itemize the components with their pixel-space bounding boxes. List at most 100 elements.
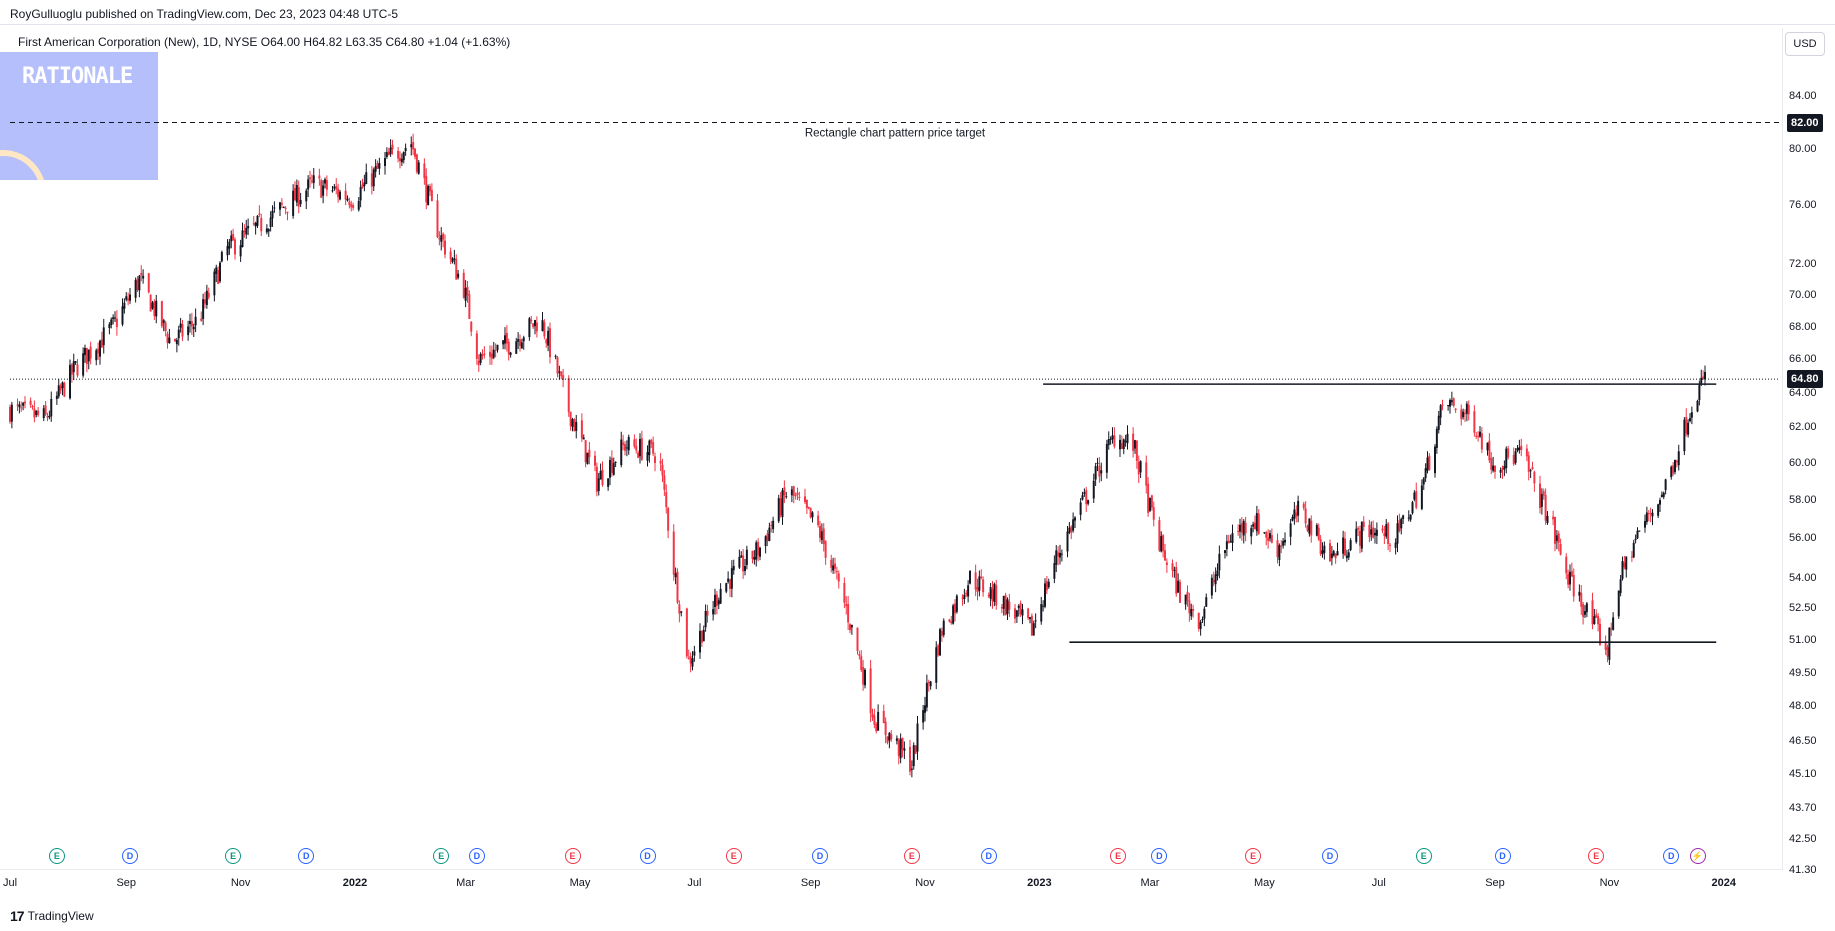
time-axis[interactable]: Jul Sep Nov 2022 Mar May Jul Sep Nov 2023 Mar May Ju… — [0, 872, 1783, 896]
tradingview-footer[interactable]: 17 TradingView — [10, 908, 94, 924]
dividend-event-icon[interactable]: D — [639, 848, 656, 864]
dividend-event-icon[interactable]: D — [1151, 848, 1168, 864]
candle-body — [1525, 448, 1528, 457]
candle-body — [42, 408, 45, 419]
candle-body — [738, 556, 741, 568]
candle-body — [860, 656, 863, 671]
earnings-event-icon[interactable]: E — [225, 848, 242, 864]
candle-body — [82, 353, 85, 376]
candle-body — [189, 321, 191, 325]
candle-body — [258, 213, 261, 215]
candle-body — [770, 524, 773, 527]
candle-body — [835, 571, 838, 573]
candle-body — [1006, 599, 1009, 614]
candle-body — [1269, 533, 1271, 539]
earnings-event-icon[interactable]: E — [564, 848, 581, 864]
candle-body — [654, 456, 656, 463]
candle-body — [1329, 543, 1331, 562]
earnings-event-icon[interactable]: E — [1588, 848, 1605, 864]
candle-body — [273, 207, 276, 209]
candle-body — [175, 339, 178, 345]
dividend-event-icon[interactable]: D — [1494, 848, 1511, 864]
candle-body — [1134, 440, 1136, 449]
candle-body — [1659, 500, 1661, 505]
candle-body — [549, 328, 551, 358]
candle-body — [937, 645, 940, 656]
candle-body — [414, 148, 416, 157]
candle-body — [1582, 604, 1585, 617]
candle-body — [884, 721, 887, 736]
candle-body — [1250, 528, 1253, 537]
candle-body — [361, 184, 364, 188]
earnings-event-icon[interactable]: E — [903, 848, 920, 864]
candle-body — [1638, 530, 1641, 532]
candle-body — [1164, 550, 1166, 561]
earnings-event-icon[interactable]: E — [48, 848, 65, 864]
candle-body — [59, 386, 62, 391]
candle-body — [489, 351, 491, 357]
candle-body — [1396, 523, 1399, 544]
candle-body — [717, 600, 720, 605]
currency-button[interactable]: USD — [1785, 32, 1825, 56]
candle-body — [160, 301, 163, 327]
candle-body — [299, 199, 302, 205]
candle-body — [1355, 528, 1358, 542]
earnings-event-icon[interactable]: E — [1415, 848, 1432, 864]
candle-body — [987, 594, 990, 597]
candle-body — [1132, 433, 1135, 451]
earnings-event-icon[interactable]: E — [433, 848, 450, 864]
earnings-event-icon[interactable]: E — [1245, 848, 1262, 864]
candle-body — [719, 588, 722, 604]
time-tick-label: Jul — [687, 877, 702, 889]
candle-body — [1462, 411, 1465, 418]
earnings-event-icon[interactable]: E — [1110, 848, 1127, 864]
candle-body — [102, 327, 105, 346]
candle-body — [1347, 552, 1350, 558]
candle-body — [322, 185, 325, 196]
dividend-event-icon[interactable]: D — [1663, 848, 1680, 864]
earnings-event-icon[interactable]: E — [725, 848, 742, 864]
candle-body — [820, 531, 823, 540]
candle-body — [166, 333, 169, 343]
candle-body — [496, 344, 499, 351]
candle-body — [312, 175, 315, 184]
candle-body — [1555, 535, 1558, 541]
candle-body — [519, 339, 521, 346]
dividend-event-icon[interactable]: D — [1322, 848, 1338, 864]
candle-body — [115, 318, 118, 327]
candle-body — [305, 190, 308, 202]
dividend-event-icon[interactable]: D — [980, 848, 997, 864]
dividend-event-icon[interactable]: D — [122, 848, 138, 864]
split-event-icon[interactable]: ⚡ — [1689, 848, 1706, 864]
dividend-event-icon[interactable]: D — [298, 848, 315, 864]
candle-body — [1529, 470, 1532, 472]
candle-body — [1030, 615, 1033, 636]
price-tick-label: 52.50 — [1789, 602, 1817, 615]
candle-body — [155, 300, 158, 317]
candle-body — [1636, 530, 1639, 539]
candle-body — [1276, 540, 1279, 558]
dividend-event-icon[interactable]: D — [812, 848, 828, 864]
price-chart[interactable]: Rectangle chart pattern price target — [0, 0, 1783, 870]
dividend-event-icon[interactable]: D — [468, 848, 485, 864]
candle-body — [1321, 550, 1324, 555]
candle-body — [1203, 608, 1206, 619]
candle-body — [99, 340, 101, 357]
candle-body — [1467, 404, 1470, 415]
candle-body — [1662, 492, 1665, 497]
candle-body — [877, 711, 880, 731]
candle-body — [1645, 512, 1648, 522]
candle-body — [1552, 516, 1555, 520]
price-axis[interactable]: 84.00 80.00 76.00 72.00 70.00 68.00 66.00 64.00… — [1783, 60, 1835, 876]
candle-body — [295, 184, 298, 203]
candle-body — [1113, 435, 1116, 447]
candle-body — [97, 348, 100, 354]
candle-body — [1402, 515, 1405, 519]
candle-body — [1644, 521, 1646, 528]
candle-body — [522, 337, 525, 342]
candle-body — [1293, 509, 1296, 519]
candle-body — [1503, 466, 1506, 470]
symbol-legend[interactable]: First American Corporation (New), 1D, NY… — [18, 35, 511, 49]
candle-body — [1239, 524, 1241, 532]
candle-body — [640, 438, 643, 460]
